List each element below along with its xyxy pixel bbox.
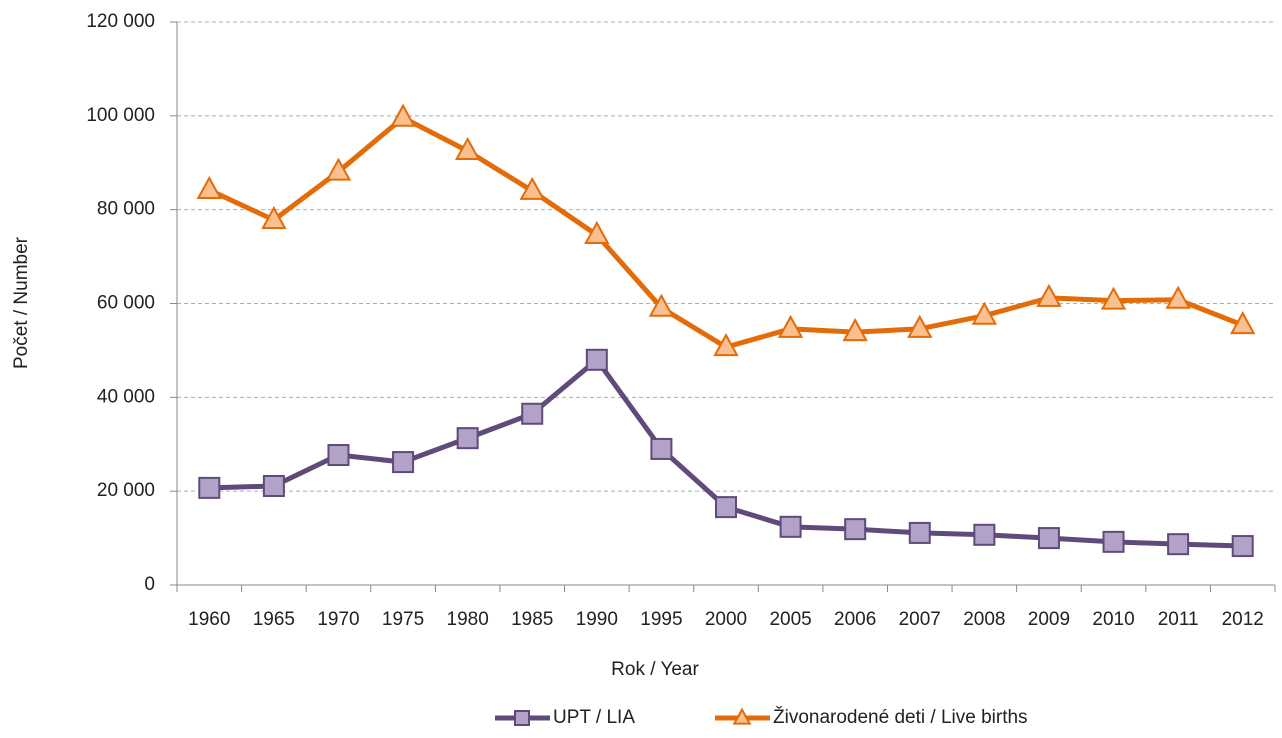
- data-point: [844, 518, 867, 541]
- y-tick-label: 20 000: [97, 480, 155, 501]
- data-point: [842, 318, 868, 342]
- y-tick-label: 40 000: [97, 386, 155, 407]
- data-point: [261, 205, 287, 229]
- data-point: [325, 157, 352, 181]
- series-line: [208, 115, 1244, 350]
- x-tick-label: 1990: [576, 609, 618, 630]
- data-point: [1100, 286, 1127, 310]
- x-tick-label: 1995: [640, 609, 682, 630]
- x-tick-label: 2011: [1158, 609, 1199, 630]
- y-axis-title: Počet / Number: [11, 236, 32, 369]
- legend-label: UPT / LIA: [553, 707, 635, 728]
- legend-label: Živonarodené deti / Live births: [773, 706, 1028, 728]
- x-axis-title: Rok / Year: [611, 659, 699, 680]
- x-tick-label: 1960: [188, 609, 230, 630]
- x-tick-label: 2012: [1222, 609, 1264, 630]
- data-point: [1231, 535, 1254, 558]
- data-point: [779, 515, 802, 538]
- x-tick-label: 2007: [899, 609, 941, 630]
- data-point: [1167, 533, 1190, 556]
- data-point: [1102, 530, 1125, 553]
- x-tick-label: 1970: [317, 609, 359, 630]
- data-point: [519, 176, 545, 200]
- data-point: [648, 293, 675, 317]
- data-point: [1165, 285, 1191, 309]
- legend-marker: [732, 707, 752, 725]
- data-point: [715, 496, 737, 519]
- data-point: [1037, 527, 1060, 550]
- data-point: [1036, 283, 1062, 307]
- data-point: [456, 427, 479, 450]
- x-tick-label: 2009: [1028, 609, 1070, 630]
- data-point: [908, 521, 931, 544]
- x-tick-label: 1985: [511, 609, 553, 630]
- data-point: [198, 476, 221, 499]
- data-point: [196, 175, 222, 199]
- data-point: [907, 314, 933, 338]
- data-point: [262, 475, 285, 498]
- data-point: [650, 437, 673, 460]
- y-tick-label: 100 000: [86, 105, 155, 126]
- y-tick-label: 120 000: [86, 11, 155, 32]
- x-tick-label: 2008: [963, 609, 1005, 630]
- data-point: [390, 103, 416, 127]
- data-point: [713, 333, 739, 357]
- y-tick-label: 0: [144, 574, 155, 595]
- series-line: [209, 357, 1243, 549]
- data-point: [327, 444, 350, 467]
- data-point: [584, 220, 610, 245]
- x-tick-label: 2000: [705, 609, 747, 630]
- y-tick-label: 80 000: [97, 199, 155, 220]
- x-tick-label: 2005: [769, 609, 811, 630]
- data-point: [1230, 311, 1256, 335]
- data-point: [973, 523, 996, 546]
- data-point: [585, 348, 608, 371]
- x-tick-label: 1980: [447, 609, 489, 630]
- legend-marker: [514, 710, 530, 726]
- data-point: [777, 314, 804, 338]
- x-tick-label: 1975: [382, 609, 424, 630]
- y-tick-label: 60 000: [97, 293, 155, 314]
- data-point: [454, 136, 481, 161]
- data-point: [971, 301, 998, 325]
- x-tick-label: 2010: [1092, 609, 1134, 630]
- x-tick-label: 1965: [253, 609, 295, 630]
- x-tick-label: 2006: [834, 609, 876, 630]
- data-point: [521, 402, 544, 425]
- data-point: [392, 451, 415, 474]
